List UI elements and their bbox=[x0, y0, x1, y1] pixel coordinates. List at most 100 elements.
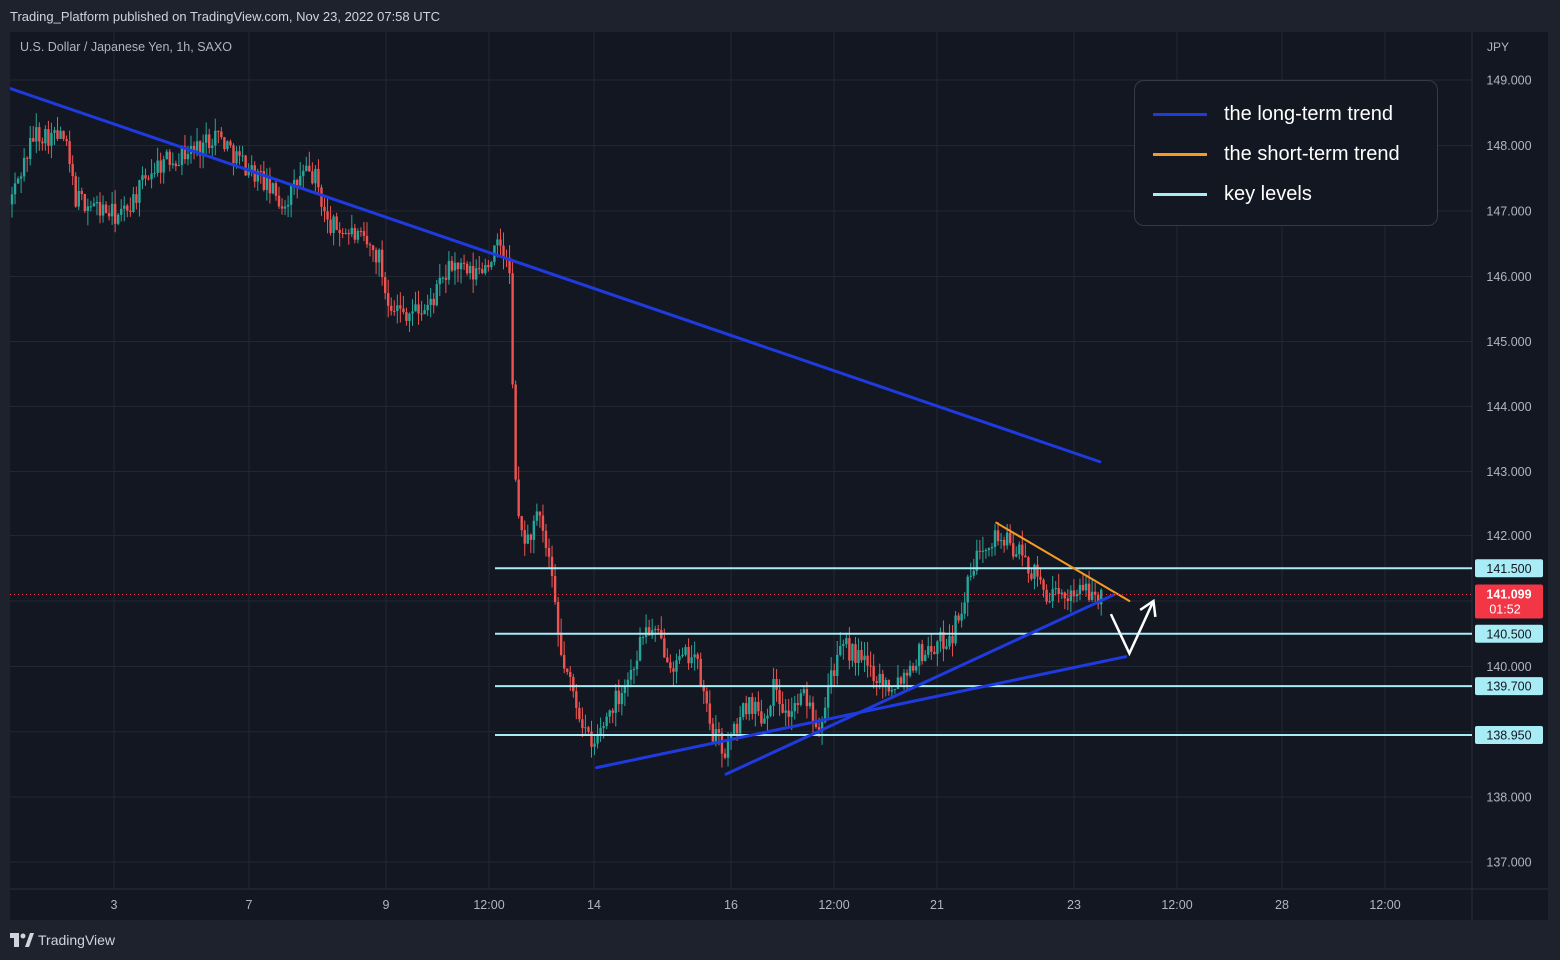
candle-body bbox=[29, 138, 32, 159]
candle-body bbox=[335, 216, 338, 230]
candle-body bbox=[295, 179, 299, 186]
candle-body bbox=[101, 204, 105, 216]
candle-body bbox=[748, 697, 751, 715]
candle-body bbox=[204, 134, 208, 143]
candle-body bbox=[614, 690, 617, 713]
candle-body bbox=[766, 715, 769, 719]
current-price-badge[interactable] bbox=[1475, 584, 1543, 619]
candle-body bbox=[708, 703, 712, 724]
chart-frame[interactable]: 141.500 140.500 139.700 138.950 141.099 01:52… bbox=[10, 32, 1548, 920]
candle-body bbox=[475, 268, 478, 280]
candle-body bbox=[526, 534, 529, 544]
candle-body bbox=[881, 673, 884, 686]
legend-swatch-long-term bbox=[1153, 113, 1207, 116]
candle-body bbox=[787, 710, 790, 717]
candle-body bbox=[456, 262, 460, 270]
candle-body bbox=[1027, 557, 1030, 574]
candle-body bbox=[541, 515, 545, 531]
candle-body bbox=[484, 264, 487, 274]
candle-body bbox=[978, 550, 982, 552]
candle-body bbox=[635, 660, 639, 670]
candle-body bbox=[426, 304, 429, 311]
key-level-label: 139.700 bbox=[1486, 680, 1531, 694]
trend-line[interactable] bbox=[10, 86, 1102, 464]
legend-swatch-short-term bbox=[1153, 153, 1207, 156]
y-tick-label: 144.000 bbox=[1486, 400, 1531, 414]
candle-body bbox=[781, 704, 784, 713]
legend-box: the long-term trend the short-term trend… bbox=[1134, 80, 1438, 226]
candle-body bbox=[902, 672, 906, 684]
candle-body bbox=[71, 164, 74, 177]
candle-body bbox=[620, 693, 624, 705]
candle-body bbox=[629, 669, 633, 680]
candle-body bbox=[693, 654, 696, 658]
candle-body bbox=[966, 576, 969, 603]
candle-body bbox=[262, 171, 266, 190]
candle-body bbox=[496, 239, 499, 246]
candle-body bbox=[162, 159, 165, 173]
candle-body bbox=[729, 733, 733, 740]
candle-body bbox=[120, 208, 123, 215]
candle-body bbox=[383, 277, 387, 294]
trend-line[interactable] bbox=[995, 521, 1131, 602]
trend-line[interactable] bbox=[595, 655, 1128, 770]
candle-body bbox=[247, 170, 250, 176]
key-level-badge bbox=[1475, 624, 1543, 643]
candle-body bbox=[271, 183, 275, 194]
currency-label: JPY bbox=[1487, 40, 1509, 54]
candle-body bbox=[1024, 555, 1027, 558]
candle-body bbox=[805, 689, 809, 707]
candle-body bbox=[990, 547, 994, 549]
candle-body bbox=[672, 668, 675, 672]
candle-body bbox=[508, 257, 511, 274]
candle-body bbox=[984, 550, 988, 552]
trend-line[interactable] bbox=[724, 592, 1117, 776]
candle-body bbox=[459, 262, 463, 270]
candle-body bbox=[414, 304, 417, 312]
x-tick-label: 14 bbox=[587, 898, 601, 912]
key-level-badge bbox=[1475, 559, 1543, 578]
candle-body bbox=[465, 263, 469, 274]
candle-body bbox=[778, 689, 781, 705]
candle-body bbox=[41, 141, 44, 144]
projection-arrow[interactable] bbox=[1109, 600, 1155, 657]
candle-body bbox=[441, 277, 445, 279]
candle-body bbox=[299, 176, 302, 186]
candle-body bbox=[699, 658, 702, 687]
candle-body bbox=[605, 716, 608, 727]
candle-body bbox=[19, 176, 23, 179]
candle-body bbox=[77, 190, 80, 207]
candle-body bbox=[972, 570, 975, 576]
candle-body bbox=[863, 655, 866, 661]
candle-body bbox=[596, 735, 599, 744]
key-level-label: 141.500 bbox=[1486, 562, 1531, 576]
candle-body bbox=[214, 130, 217, 146]
candle-body bbox=[1005, 532, 1009, 546]
candle-body bbox=[320, 187, 323, 207]
candle-body bbox=[914, 665, 918, 671]
candle-body bbox=[602, 726, 605, 728]
candle-body bbox=[836, 654, 839, 676]
candle-body bbox=[499, 239, 502, 246]
candle-body bbox=[829, 670, 833, 687]
candle-body bbox=[772, 679, 775, 706]
tradingview-logo-icon[interactable] bbox=[10, 933, 34, 947]
candle-body bbox=[95, 201, 99, 204]
candle-body bbox=[292, 179, 296, 186]
candle-body bbox=[796, 703, 800, 705]
footer-brand[interactable]: TradingView bbox=[38, 932, 116, 948]
x-tick-label: 16 bbox=[724, 898, 738, 912]
candle-body bbox=[417, 304, 420, 314]
candle-body bbox=[223, 137, 226, 150]
candle-body bbox=[711, 723, 715, 742]
x-tick-label: 7 bbox=[246, 898, 253, 912]
candle-body bbox=[390, 305, 393, 311]
key-level-label: 140.500 bbox=[1486, 627, 1531, 641]
candle-body bbox=[468, 265, 472, 274]
candle-body bbox=[380, 249, 384, 278]
x-tick-label: 23 bbox=[1067, 898, 1081, 912]
candle-body bbox=[22, 157, 26, 177]
candle-body bbox=[678, 656, 681, 661]
candle-body bbox=[226, 141, 229, 150]
candle-body bbox=[933, 651, 936, 654]
